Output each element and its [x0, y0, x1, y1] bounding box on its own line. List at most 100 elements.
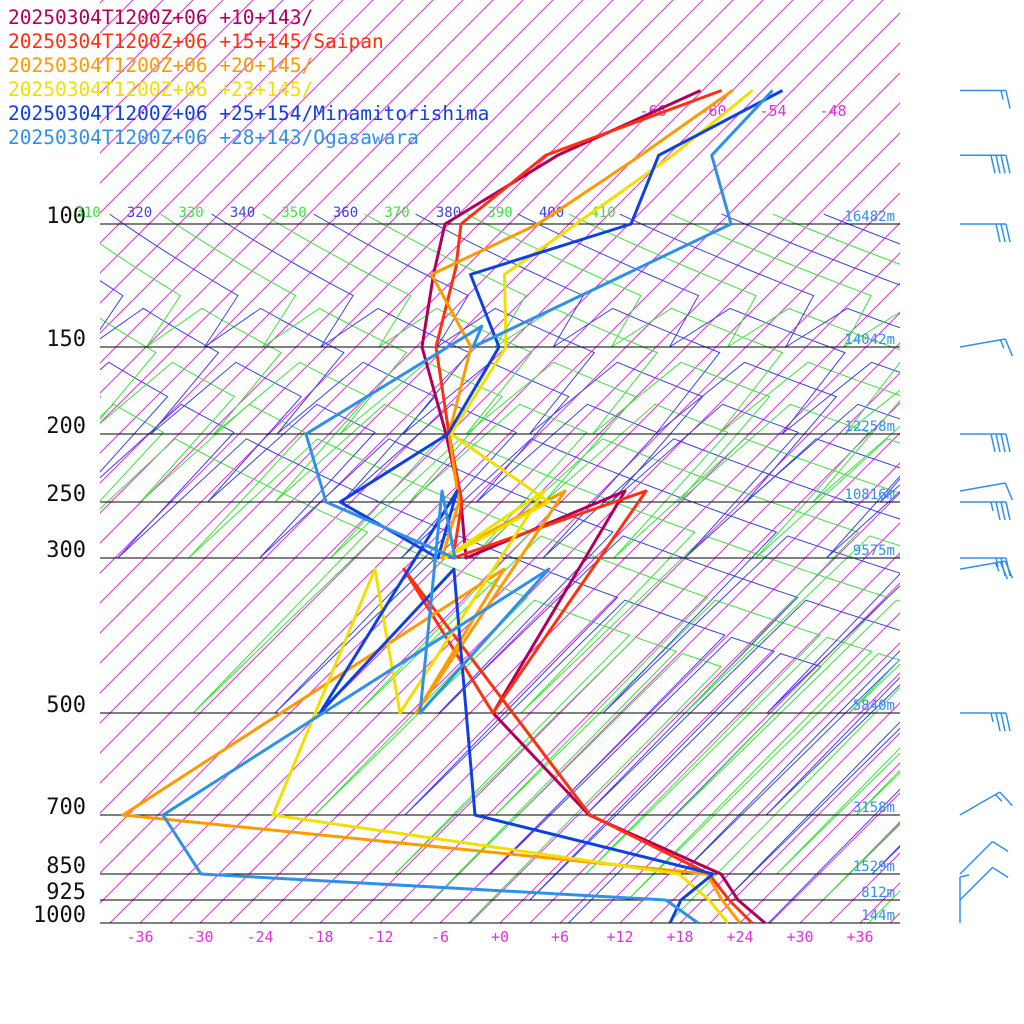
dry-adiabat-line [100, 280, 900, 924]
pressure-label: 700 [46, 795, 86, 820]
wind-barb [959, 791, 1013, 816]
isotherm-line [469, 492, 900, 924]
pressure-label: 250 [46, 482, 86, 507]
isotherm-line [709, 732, 900, 924]
isotherm-line [109, 132, 900, 924]
sounding-line [271, 89, 754, 924]
sounding-line [161, 89, 774, 925]
isotherm-line [100, 0, 554, 454]
isotherm-line [739, 762, 900, 924]
height-label: 12258m [844, 419, 895, 435]
dry-adiabat-line [211, 213, 900, 714]
isotherm-line [100, 0, 884, 784]
pressure-label: 150 [46, 327, 86, 352]
isotherm-line [100, 0, 464, 364]
isotherm-line [100, 0, 434, 334]
isotherm-line [559, 582, 900, 924]
isotherm-line [950, 0, 1024, 923]
x-tick-label: +6 [551, 928, 569, 946]
height-label: 16482m [844, 209, 895, 225]
pressure-label: 850 [46, 854, 86, 879]
sounding-profiles [121, 89, 784, 925]
isotherm-line [619, 642, 900, 924]
x-tick-label: -30 [186, 928, 213, 946]
isotherm-line [589, 612, 900, 924]
height-label: 144m [861, 908, 895, 924]
legend: 20250304T1200Z+06 +10+143/20250304T1200Z… [8, 6, 489, 149]
dry-adiabat-line [100, 317, 900, 924]
pressure-label: 300 [46, 538, 86, 563]
theta-label: 370 [384, 205, 409, 221]
isotherm-line [409, 432, 900, 924]
isotherm-line [349, 372, 900, 924]
dry-adiabat-line [415, 213, 900, 559]
theta-label: 330 [178, 205, 203, 221]
isotherm-line [199, 222, 900, 924]
isotherm-line [100, 0, 794, 694]
isotherm-line [649, 672, 900, 924]
isotherm-line [100, 0, 344, 244]
isotherm-line [439, 462, 900, 924]
isotherm-line [139, 162, 900, 924]
height-label: 1529m [853, 859, 895, 875]
x-tick-label: -12 [366, 928, 393, 946]
isotherm-line [229, 252, 900, 924]
isotherm-line [319, 342, 900, 924]
upper-temp-label: -48 [819, 102, 846, 120]
dry-adiabat-line [100, 243, 900, 924]
isotherm-line [529, 552, 900, 924]
isotherm-line [859, 882, 900, 924]
isotherm-line [100, 0, 494, 394]
wind-barb [960, 433, 1011, 453]
wind-barb [960, 223, 1011, 243]
height-label: 9575m [853, 543, 895, 559]
dry-adiabat-line [262, 213, 900, 714]
theta-label: 380 [436, 205, 461, 221]
isotherm-line [499, 522, 900, 924]
wind-barb [959, 482, 1014, 501]
isotherm-line [100, 0, 644, 544]
isotherm-line [289, 312, 900, 924]
legend-entry: 20250304T1200Z+06 +10+143/ [8, 6, 313, 29]
height-label: 5840m [853, 698, 895, 714]
pressure-label: 100 [46, 204, 86, 229]
pressure-label: 200 [46, 414, 86, 439]
isotherm-line [100, 0, 584, 484]
isotherm-line [100, 0, 854, 754]
isotherm-line [100, 0, 254, 154]
pressure-label: 925 [46, 880, 86, 905]
isotherm-line [980, 0, 1024, 923]
height-label: 14042m [844, 332, 895, 348]
theta-label: 350 [281, 205, 306, 221]
sounding-line [420, 89, 766, 925]
pressure-label: 500 [46, 693, 86, 718]
height-label: 3158m [853, 800, 895, 816]
isotherm-line [679, 702, 900, 924]
isotherm-line [100, 0, 404, 304]
isotherm-line [100, 0, 764, 664]
isotherm-line [1010, 0, 1024, 923]
pressure-label: 1000 [33, 903, 86, 928]
wind-barb [959, 560, 1014, 580]
height-label: 10816m [844, 487, 895, 503]
wind-barb [960, 712, 1011, 732]
x-tick-label: +18 [666, 928, 693, 946]
x-tick-label: -24 [246, 928, 273, 946]
theta-label: 390 [487, 205, 512, 221]
temperature-axis-labels: -36 -30 -24 -18 -12 -6 +0 +6 +12 +18 +24 +30 +36 [126, 928, 873, 946]
x-tick-label: -6 [431, 928, 449, 946]
theta-labels: 310 320 330 340 350 360 370 380 390 400 410 [75, 205, 615, 221]
dry-adiabat-line [313, 213, 900, 559]
wind-barb [959, 866, 1009, 901]
dry-adiabat-line [364, 213, 900, 559]
wind-barb [959, 338, 1014, 357]
wind-barb [959, 874, 970, 923]
upper-temp-label: -54 [759, 102, 786, 120]
theta-label: 310 [75, 205, 100, 221]
theta-label: 410 [590, 205, 615, 221]
dry-adiabat-lines [100, 213, 900, 924]
legend-entry: 20250304T1200Z+06 +25+154/Minamitorishim… [8, 102, 489, 125]
isotherm-line [100, 0, 284, 184]
legend-entry: 20250304T1200Z+06 +15+145/Saipan [8, 30, 384, 53]
isotherm-line [100, 12, 900, 814]
